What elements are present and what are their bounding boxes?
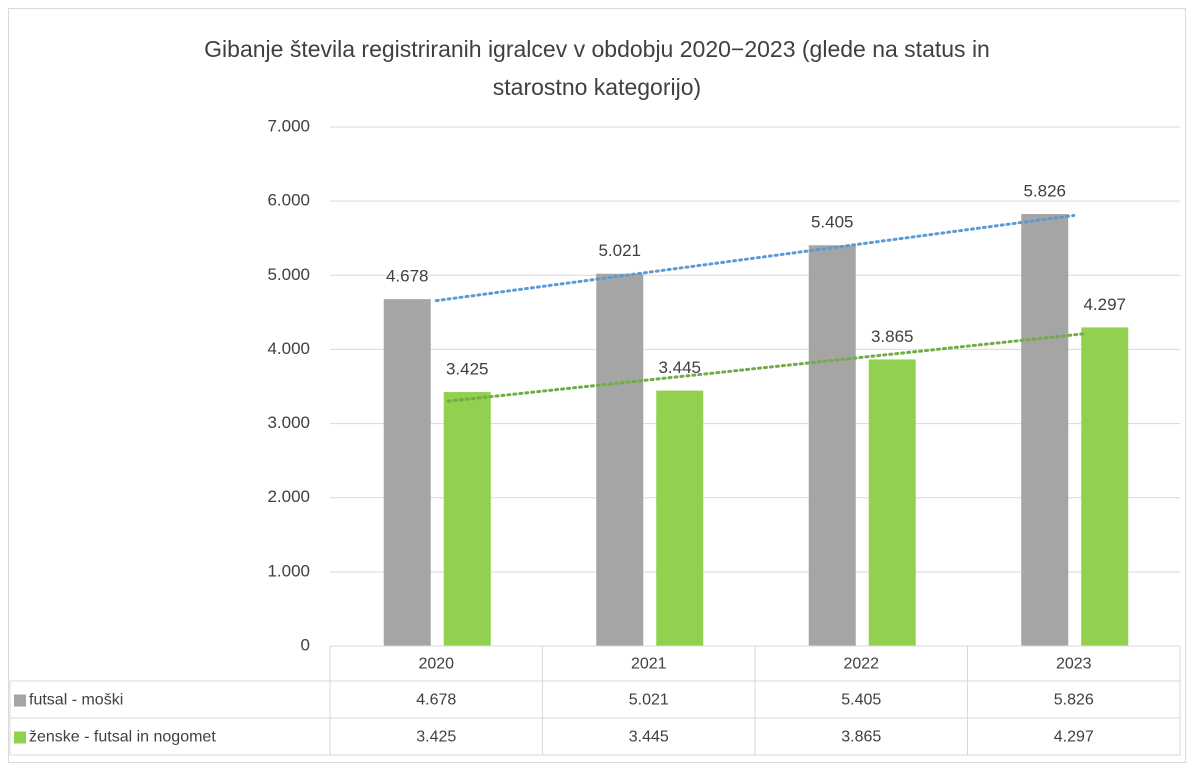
- data-label: 3.425: [446, 360, 489, 379]
- table-value: 5.021: [629, 692, 669, 709]
- y-tick-label: 1.000: [267, 561, 310, 580]
- x-tick-label: 2020: [418, 656, 454, 673]
- data-label: 4.678: [386, 267, 429, 286]
- chart-title: Gibanje števila registriranih igralcev v…: [204, 36, 990, 62]
- table-value: 3.425: [416, 729, 456, 746]
- x-tick-label: 2023: [1056, 656, 1092, 673]
- y-tick-label: 7.000: [267, 116, 310, 135]
- y-tick-label: 3.000: [267, 413, 310, 432]
- x-tick-label: 2021: [631, 656, 667, 673]
- bar: [1021, 214, 1069, 647]
- y-tick-label: 5.000: [267, 265, 310, 284]
- bar: [808, 245, 856, 646]
- bar: [1081, 327, 1129, 646]
- data-label: 3.865: [871, 327, 914, 346]
- table-value: 5.826: [1054, 692, 1094, 709]
- chart-title: starostno kategorijo): [493, 74, 701, 100]
- legend-swatch: [14, 731, 26, 744]
- y-tick-label: 6.000: [267, 191, 310, 210]
- table-value: 4.297: [1054, 729, 1094, 746]
- data-label: 3.445: [658, 358, 701, 377]
- data-label: 5.826: [1023, 182, 1066, 201]
- data-label: 5.405: [811, 213, 854, 232]
- y-tick-label: 4.000: [267, 339, 310, 358]
- table-value: 3.865: [841, 729, 881, 746]
- bar: [596, 273, 644, 646]
- legend-label: futsal - moški: [29, 692, 123, 709]
- trendline: [446, 332, 1088, 403]
- y-tick-label: 0: [301, 635, 310, 654]
- table-value: 4.678: [416, 692, 456, 709]
- trendline: [434, 213, 1076, 303]
- table-value: 5.405: [841, 692, 881, 709]
- x-tick-label: 2022: [843, 656, 879, 673]
- bar: [443, 392, 491, 646]
- legend-swatch: [14, 694, 26, 707]
- bar: [868, 359, 916, 646]
- table-value: 3.445: [629, 729, 669, 746]
- legend-label: ženske - futsal in nogomet: [29, 729, 216, 746]
- data-label: 5.021: [598, 241, 641, 260]
- data-label: 4.297: [1083, 295, 1126, 314]
- bar: [656, 390, 704, 646]
- y-tick-label: 2.000: [267, 487, 310, 506]
- bar: [383, 299, 431, 646]
